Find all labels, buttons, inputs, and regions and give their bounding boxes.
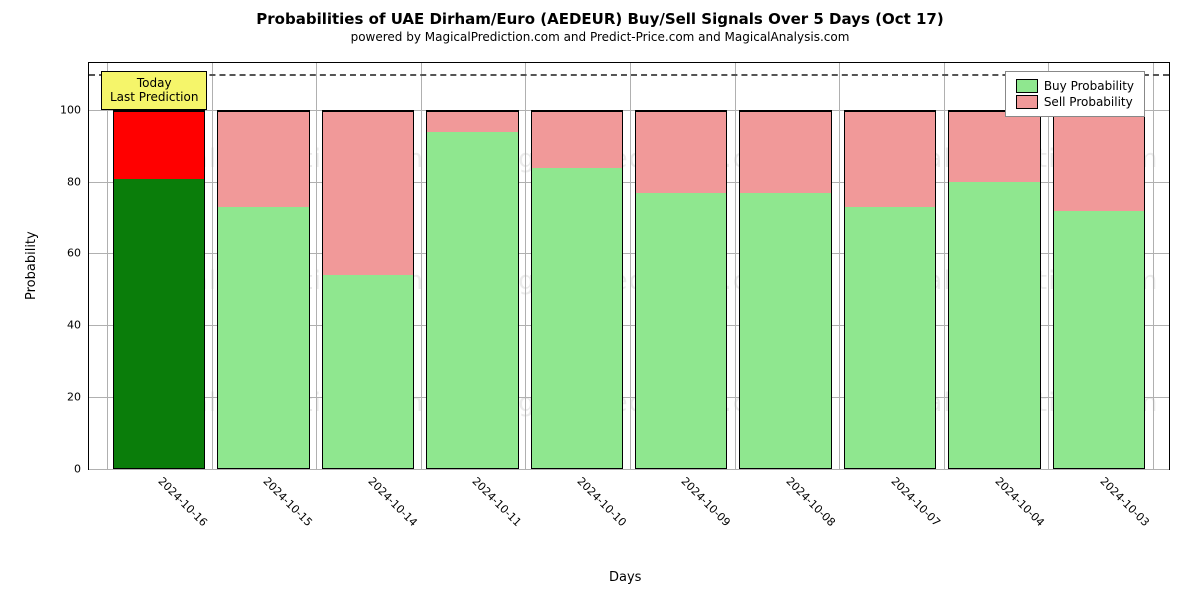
x-tick: 2024-10-03 [1097,475,1151,529]
y-axis-label: Probability [24,231,39,300]
x-tick: 2024-10-11 [470,475,524,529]
x-tick: 2024-10-10 [574,475,628,529]
bar-segment-sell [532,111,622,168]
y-tick: 100 [60,103,81,116]
y-tick: 80 [67,175,81,188]
today-annotation: Today Last Prediction [101,71,207,110]
bar-slot [107,110,211,469]
legend-item-buy: Buy Probability [1016,78,1134,94]
x-tick: 2024-10-04 [993,475,1047,529]
bar-segment-buy [323,275,413,468]
bar-stack [739,110,831,469]
bar-slot [629,110,733,469]
bar-slot [211,110,315,469]
bar-segment-sell [949,111,1039,182]
bar-slot [316,110,420,469]
bar-stack [531,110,623,469]
today-annotation-line2: Last Prediction [110,90,198,104]
bar-slot [733,110,837,469]
x-tick: 2024-10-07 [888,475,942,529]
bar-stack [426,110,518,469]
bar-segment-sell [636,111,726,193]
chart-title: Probabilities of UAE Dirham/Euro (AEDEUR… [0,0,1200,28]
bar-segment-buy [427,132,517,468]
legend-swatch-buy [1016,79,1038,93]
legend: Buy Probability Sell Probability [1005,71,1145,117]
x-tick: 2024-10-15 [260,475,314,529]
x-tick: 2024-10-16 [156,475,210,529]
chart-subtitle: powered by MagicalPrediction.com and Pre… [0,28,1200,44]
bar-slot [942,110,1046,469]
y-tick: 40 [67,319,81,332]
bar-segment-sell [114,111,204,179]
legend-label-buy: Buy Probability [1044,79,1134,93]
bar-segment-buy [636,193,726,468]
bar-stack [1053,110,1145,469]
x-tick: 2024-10-14 [365,475,419,529]
bar-segment-buy [532,168,622,468]
y-gridline [89,469,1169,470]
bar-slot [838,110,942,469]
bar-stack [948,110,1040,469]
bar-segment-buy [114,179,204,468]
plot-area: MagicalPrediction.comMagicalPrediction.c… [88,62,1170,470]
bar-segment-sell [845,111,935,207]
bar-segment-sell [740,111,830,193]
y-tick: 0 [74,463,81,476]
bar-segment-buy [218,207,308,468]
x-axis-label: Days [609,570,641,585]
bar-stack [844,110,936,469]
bar-stack [217,110,309,469]
chart-container: Probabilities of UAE Dirham/Euro (AEDEUR… [0,0,1200,600]
bar-stack [322,110,414,469]
bar-segment-buy [845,207,935,468]
bar-slot [1047,110,1151,469]
y-tick: 60 [67,247,81,260]
x-tick: 2024-10-09 [679,475,733,529]
x-tick: 2024-10-08 [783,475,837,529]
legend-label-sell: Sell Probability [1044,95,1133,109]
bar-segment-sell [427,111,517,132]
bar-segment-buy [1054,211,1144,468]
bar-stack [635,110,727,469]
bar-segment-sell [218,111,308,207]
legend-item-sell: Sell Probability [1016,94,1134,110]
bar-slot [525,110,629,469]
bar-stack [113,110,205,469]
bar-segment-buy [740,193,830,468]
y-tick: 20 [67,391,81,404]
today-annotation-line1: Today [110,76,198,90]
bar-segment-sell [1054,111,1144,211]
bars-row [89,110,1169,469]
bar-slot [420,110,524,469]
bar-segment-buy [949,182,1039,468]
legend-swatch-sell [1016,95,1038,109]
bar-segment-sell [323,111,413,275]
